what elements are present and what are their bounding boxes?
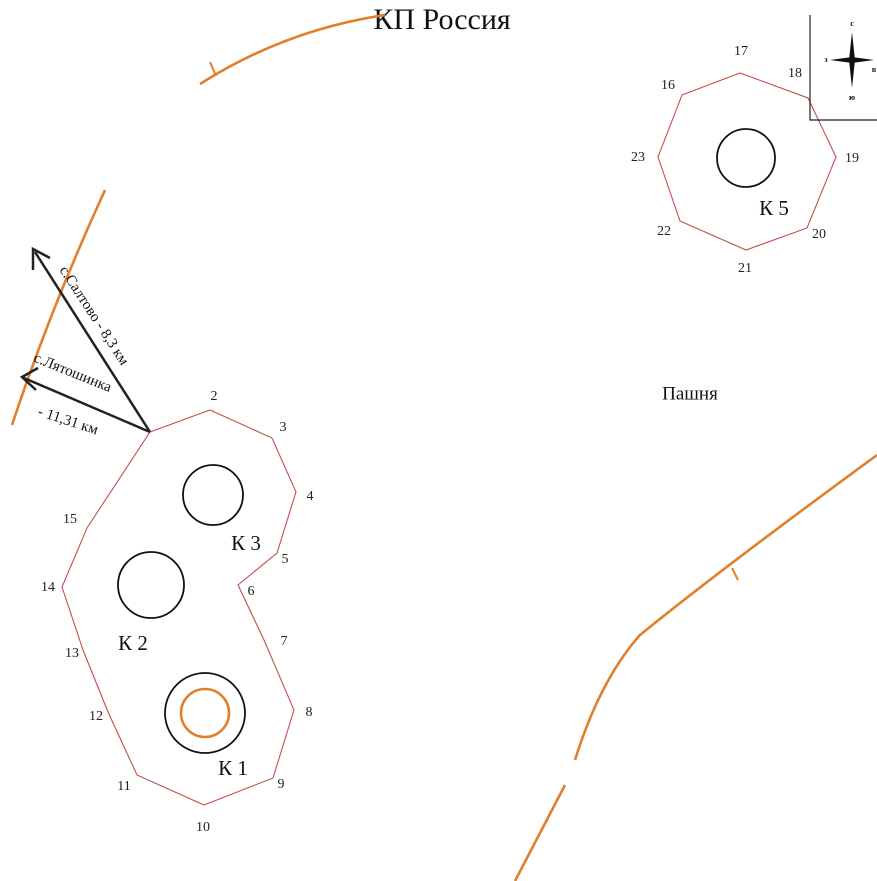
label: 12 <box>89 709 103 724</box>
point-labels: 2 3 4 5 6 7 8 9 10 11 12 13 14 15 16 17 … <box>41 44 859 835</box>
wells <box>117 128 776 754</box>
label: 14 <box>41 580 55 595</box>
shape <box>117 551 185 619</box>
shape <box>31 246 51 270</box>
label: 4 <box>307 489 314 504</box>
label: 11 <box>117 779 130 794</box>
shape <box>179 687 231 739</box>
map-title: КП Россия <box>373 3 511 36</box>
shape <box>164 672 246 754</box>
arrows <box>19 246 152 434</box>
label: 10 <box>196 820 210 835</box>
direction-label: - 11,31 км <box>36 404 101 439</box>
shape <box>182 464 244 526</box>
tick <box>731 567 739 581</box>
label: 2 <box>211 389 218 404</box>
label: 18 <box>788 66 802 81</box>
well-label: К 3 <box>231 531 261 555</box>
label: 8 <box>306 705 313 720</box>
label: 5 <box>282 552 289 567</box>
label: в <box>872 65 877 74</box>
well-label: К 5 <box>759 196 789 220</box>
shape <box>23 376 151 434</box>
shape <box>33 251 152 433</box>
label: 13 <box>65 646 79 661</box>
shape <box>716 128 776 188</box>
label: 16 <box>661 78 675 93</box>
label: з <box>824 55 828 64</box>
boundary <box>10 189 107 426</box>
label: 9 <box>278 777 285 792</box>
label: 23 <box>631 150 645 165</box>
tick <box>209 61 217 77</box>
boundary <box>199 13 386 86</box>
label: 3 <box>280 420 287 435</box>
label: 6 <box>248 584 255 599</box>
shape <box>830 32 874 88</box>
label: 7 <box>281 634 288 649</box>
field-label: Пашня <box>662 383 718 404</box>
label: ю <box>849 93 855 102</box>
direction-label: с.Салтово - 8,3 км <box>56 263 132 368</box>
well-label: К 2 <box>118 631 148 655</box>
boundary <box>513 784 567 881</box>
shape <box>19 366 39 391</box>
label: 19 <box>845 151 859 166</box>
label: 22 <box>657 224 671 239</box>
shape <box>809 15 877 121</box>
compass: с з ю в <box>809 15 877 121</box>
boundary <box>573 453 877 761</box>
label: 20 <box>812 227 826 242</box>
label: 15 <box>63 512 77 527</box>
well-label: К 1 <box>218 756 248 780</box>
label: с <box>850 19 854 28</box>
site-outline <box>61 409 297 806</box>
label: 21 <box>738 261 752 276</box>
site-outline <box>657 72 837 251</box>
label: 17 <box>734 44 748 59</box>
